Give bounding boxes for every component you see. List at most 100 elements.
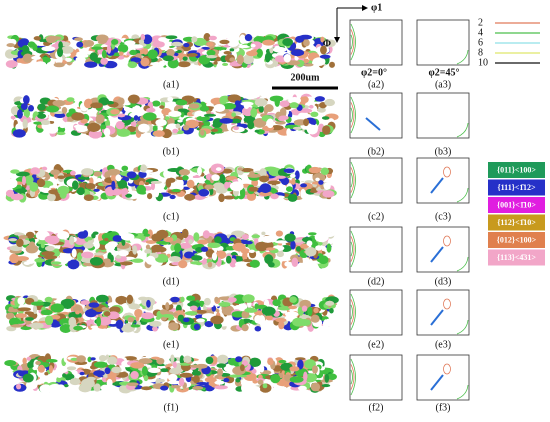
grain bbox=[274, 240, 289, 244]
grain bbox=[17, 296, 25, 305]
grain bbox=[321, 116, 330, 120]
grain bbox=[211, 252, 218, 261]
grain bbox=[22, 373, 34, 383]
grain bbox=[233, 126, 239, 131]
grain bbox=[182, 56, 188, 61]
contour-level: 4 bbox=[478, 27, 483, 38]
grain bbox=[326, 243, 332, 253]
grain bbox=[87, 122, 101, 132]
grain bbox=[15, 320, 25, 324]
grain bbox=[310, 314, 320, 323]
grain bbox=[191, 255, 203, 261]
grain bbox=[278, 115, 289, 121]
grain bbox=[183, 43, 190, 48]
grain bbox=[183, 124, 190, 131]
grain bbox=[214, 236, 222, 244]
grain bbox=[279, 100, 290, 108]
grain bbox=[107, 311, 120, 320]
grain bbox=[68, 235, 75, 246]
grain bbox=[297, 359, 304, 370]
grain bbox=[290, 240, 296, 250]
grain bbox=[318, 180, 324, 185]
grain bbox=[272, 299, 281, 307]
grain bbox=[125, 193, 133, 198]
grain bbox=[80, 118, 88, 124]
grain bbox=[221, 168, 233, 174]
grain bbox=[89, 256, 104, 266]
grain bbox=[265, 315, 274, 321]
grain bbox=[57, 185, 70, 195]
contour bbox=[350, 299, 355, 325]
grain bbox=[214, 380, 225, 385]
grain bbox=[180, 296, 185, 303]
grain bbox=[50, 303, 65, 313]
grain bbox=[89, 52, 98, 62]
grain bbox=[49, 120, 55, 124]
grain bbox=[66, 366, 77, 371]
grain bbox=[254, 129, 260, 133]
grain bbox=[318, 255, 329, 265]
grain bbox=[248, 249, 255, 254]
grain bbox=[169, 367, 182, 375]
grain bbox=[189, 305, 198, 311]
grain bbox=[8, 238, 18, 242]
arrowhead bbox=[334, 37, 340, 43]
grain bbox=[162, 41, 174, 47]
grain bbox=[112, 235, 123, 242]
grain bbox=[85, 183, 96, 190]
grain bbox=[130, 57, 142, 63]
grain bbox=[41, 166, 48, 171]
grain bbox=[26, 356, 32, 361]
contour bbox=[350, 293, 356, 331]
grain bbox=[216, 368, 223, 377]
grain bbox=[171, 384, 181, 389]
grain bbox=[164, 116, 170, 120]
grain bbox=[295, 246, 301, 252]
grain bbox=[179, 372, 193, 378]
grain bbox=[188, 103, 200, 109]
grain bbox=[130, 371, 139, 380]
contour bbox=[350, 96, 356, 134]
grain bbox=[155, 240, 170, 245]
grain bbox=[267, 357, 274, 366]
grain bbox=[169, 194, 176, 200]
grain bbox=[303, 118, 310, 127]
grain bbox=[139, 191, 147, 195]
grain bbox=[17, 109, 23, 119]
grain bbox=[165, 178, 172, 188]
grain bbox=[144, 248, 152, 254]
grain bbox=[160, 385, 169, 391]
grain bbox=[57, 230, 70, 240]
grain bbox=[170, 296, 180, 303]
grain bbox=[240, 101, 254, 106]
grain bbox=[254, 315, 262, 324]
grain bbox=[98, 354, 107, 362]
odf-label: (c2) bbox=[368, 211, 384, 222]
contour bbox=[350, 241, 353, 257]
grain bbox=[267, 180, 281, 185]
grain bbox=[239, 34, 246, 44]
grain bbox=[98, 316, 112, 326]
grain bbox=[195, 262, 203, 266]
grain bbox=[61, 106, 68, 114]
grain bbox=[67, 259, 80, 270]
section-title: φ2=45° bbox=[429, 67, 460, 78]
grain bbox=[22, 175, 27, 186]
grain bbox=[288, 96, 302, 105]
grain bbox=[123, 106, 130, 112]
grain bbox=[199, 105, 210, 112]
grain bbox=[57, 47, 64, 58]
section-title: φ2=0° bbox=[361, 67, 387, 78]
grain bbox=[238, 303, 248, 312]
grain bbox=[97, 324, 108, 329]
grain bbox=[70, 170, 76, 176]
grain bbox=[242, 294, 255, 303]
grain bbox=[150, 180, 163, 184]
grain bbox=[127, 316, 135, 323]
grain bbox=[37, 103, 46, 111]
grain bbox=[174, 243, 182, 253]
grain bbox=[210, 315, 224, 325]
grain bbox=[62, 248, 75, 254]
grain bbox=[44, 315, 54, 326]
grain bbox=[192, 375, 200, 384]
